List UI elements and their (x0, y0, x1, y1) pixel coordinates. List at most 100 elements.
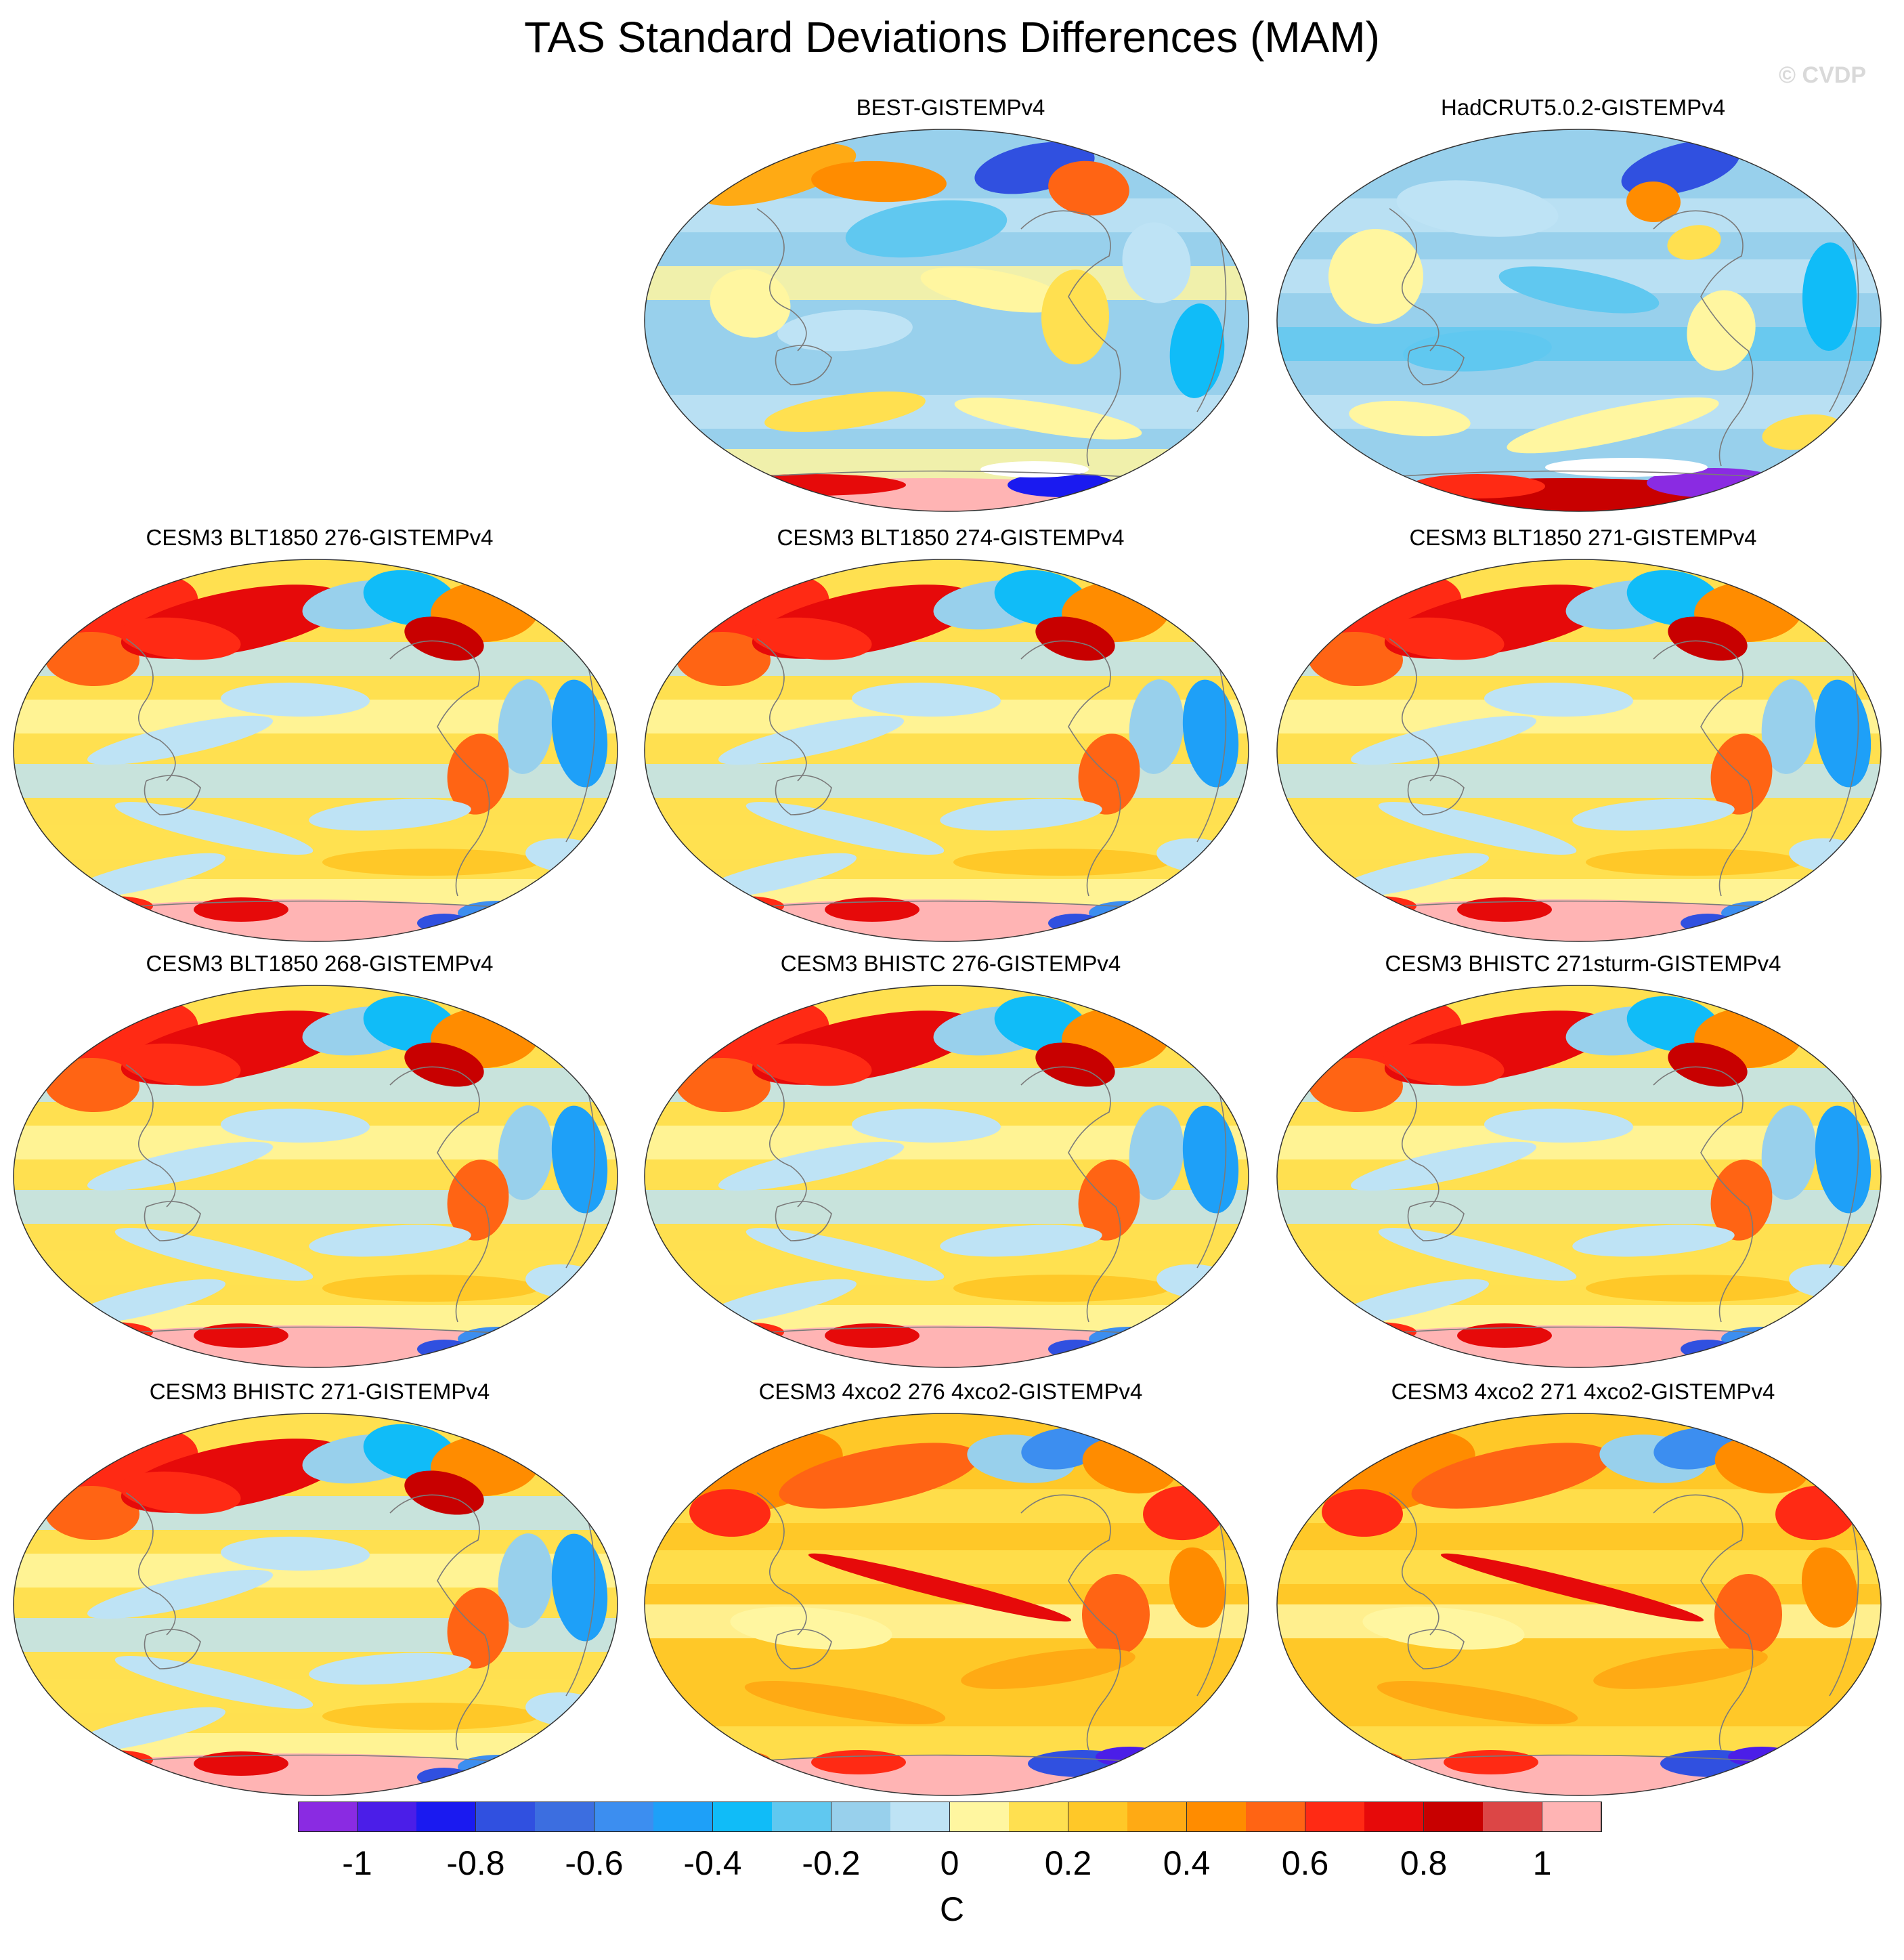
anomaly-region (1687, 290, 1756, 371)
anomaly-region (45, 631, 139, 687)
anomaly-region (498, 1533, 553, 1628)
panel-title: CESM3 BHISTC 276-GISTEMPv4 (780, 951, 1121, 976)
panel-title: BEST-GISTEMPv4 (856, 95, 1045, 120)
anomaly-region (309, 798, 471, 831)
anomaly-region (1396, 180, 1559, 237)
latitude-band (1277, 825, 1881, 859)
anomaly-region (1710, 1159, 1773, 1241)
anomaly-region (1362, 1606, 1525, 1650)
antarctic-region (1089, 1327, 1170, 1351)
map-border (644, 559, 1249, 942)
anomaly-region (1078, 1159, 1140, 1241)
map-border (1276, 985, 1882, 1368)
anomaly-region (1626, 181, 1681, 223)
anomaly-region (322, 1703, 539, 1730)
latitude-band (645, 1665, 1249, 1699)
anomaly-region (1484, 1108, 1633, 1143)
antarctic-region (825, 1323, 919, 1348)
coastline (722, 900, 1171, 910)
coastline (389, 1066, 490, 1323)
coastline (1355, 900, 1803, 910)
anomaly-region (551, 679, 608, 788)
anomaly-region (1350, 715, 1537, 765)
anomaly-region (953, 1275, 1170, 1302)
anomaly-region (808, 1553, 1072, 1622)
antarctic-region (458, 1755, 539, 1779)
map-panel-bhistc-271: CESM3 BHISTC 271-GISTEMPv4 (11, 1379, 628, 1799)
colorbar-swatch (1542, 1802, 1602, 1832)
coastline (775, 345, 832, 385)
anomaly-region (1802, 242, 1857, 351)
anomaly-region (1330, 1279, 1490, 1325)
coastline (1653, 640, 1754, 897)
anomaly-region (498, 1105, 553, 1200)
coastline (144, 1629, 201, 1669)
anomaly-region (1801, 1547, 1858, 1628)
anomaly-region (852, 682, 1001, 717)
anomaly-region (447, 733, 509, 815)
antarctic-region (194, 1751, 288, 1776)
latitude-band (1277, 1251, 1881, 1285)
anomaly-region (730, 1606, 892, 1650)
anomaly-region (779, 1443, 979, 1509)
anomaly-region (1383, 1043, 1505, 1086)
coastline (125, 1492, 176, 1636)
colorbar-tick-label: -0.8 (446, 1844, 505, 1882)
map-panel-best: BEST-GISTEMPv4 (642, 95, 1259, 515)
colorbar-swatch (298, 1802, 358, 1832)
anomaly-region (1586, 1275, 1802, 1302)
map-projection (644, 985, 1249, 1368)
map-border (1276, 559, 1882, 942)
anomaly-region (1129, 679, 1184, 774)
panel-title: CESM3 BLT1850 276-GISTEMPv4 (146, 525, 494, 550)
coastline (756, 1064, 807, 1208)
anomaly-region (697, 1279, 857, 1325)
colorbar-swatch (1364, 1802, 1424, 1832)
map-panel-4xco2-276: CESM3 4xco2 276 4xco2-GISTEMPv4 (642, 1379, 1259, 1799)
map-projection (13, 559, 618, 942)
coastline (1653, 210, 1754, 467)
anomaly-region (676, 1057, 771, 1113)
latitude-band (14, 1679, 618, 1713)
colorbar-tick-label: 0 (940, 1844, 959, 1882)
anomaly-region (845, 200, 1008, 258)
anomaly-region (1048, 161, 1129, 216)
map-border (644, 985, 1249, 1368)
anomaly-region (676, 631, 771, 687)
anomaly-region (1498, 266, 1660, 314)
coastline (1407, 1629, 1465, 1669)
anomaly-region (940, 798, 1102, 831)
colorbar-tick-label: 0.8 (1400, 1844, 1448, 1882)
anomaly-region (66, 853, 226, 899)
anomaly-region (1078, 733, 1140, 815)
anomaly-region (777, 310, 913, 351)
latitude-band (645, 825, 1249, 859)
coastline (756, 208, 807, 351)
anomaly-region (1383, 617, 1505, 660)
anomaly-region (698, 144, 857, 206)
latitude-band (1277, 327, 1881, 361)
map-projection (644, 129, 1249, 512)
colorbar-tick-label: 0.2 (1044, 1844, 1092, 1882)
latitude-band (14, 1251, 618, 1285)
anomaly-region (447, 1588, 509, 1669)
anomaly-region (309, 1653, 471, 1685)
panel-title: CESM3 BLT1850 271-GISTEMPv4 (1409, 525, 1757, 550)
antarctic-region (1721, 1327, 1802, 1351)
map-border (1276, 129, 1882, 512)
map-panel-bhistc-271sturm: CESM3 BHISTC 271sturm-GISTEMPv4 (1274, 951, 1892, 1371)
antarctic-region (194, 1323, 288, 1348)
anomaly-region (1182, 1105, 1239, 1214)
antarctic-region (1457, 897, 1552, 922)
coastline (125, 638, 176, 782)
map-border (13, 1413, 618, 1796)
anomaly-region (1182, 679, 1239, 788)
antarctic-region (1444, 1750, 1538, 1774)
latitude-band (645, 395, 1249, 429)
anomaly-region (744, 1681, 946, 1724)
colorbar-tick-label: -0.4 (683, 1844, 742, 1882)
anomaly-region (1122, 222, 1191, 303)
map-projection (1276, 559, 1882, 942)
anomaly-region (940, 1224, 1102, 1257)
anomaly-region (1440, 1553, 1704, 1622)
